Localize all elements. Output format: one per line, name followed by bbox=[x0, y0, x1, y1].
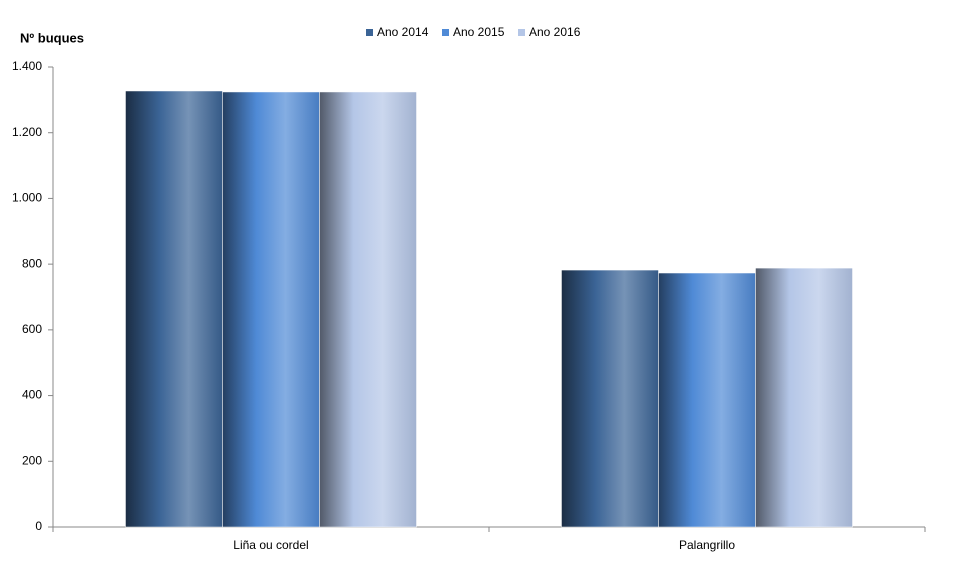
legend-label: Ano 2015 bbox=[453, 25, 505, 39]
legend-swatch bbox=[442, 29, 449, 36]
bar bbox=[222, 91, 320, 528]
y-tick-label: 200 bbox=[22, 453, 42, 467]
y-tick-label: 1.400 bbox=[12, 59, 42, 73]
legend-swatch bbox=[366, 29, 373, 36]
y-tick-label: 1.000 bbox=[12, 191, 42, 205]
y-tick-label: 800 bbox=[22, 256, 42, 270]
bar bbox=[319, 91, 417, 528]
x-tick-label: Palangrillo bbox=[679, 538, 735, 552]
y-axis-title: Nº buques bbox=[20, 30, 84, 45]
y-tick-label: 400 bbox=[22, 388, 42, 402]
bar bbox=[755, 267, 853, 528]
bar bbox=[658, 272, 756, 528]
y-tick-label: 0 bbox=[35, 519, 42, 533]
legend-label: Ano 2016 bbox=[529, 25, 581, 39]
bar bbox=[561, 269, 659, 528]
x-tick-label: Liña ou cordel bbox=[233, 538, 308, 552]
legend-label: Ano 2014 bbox=[377, 25, 429, 39]
bar bbox=[125, 90, 223, 528]
y-tick-label: 1.200 bbox=[12, 125, 42, 139]
y-tick-label: 600 bbox=[22, 322, 42, 336]
legend-swatch bbox=[518, 29, 525, 36]
